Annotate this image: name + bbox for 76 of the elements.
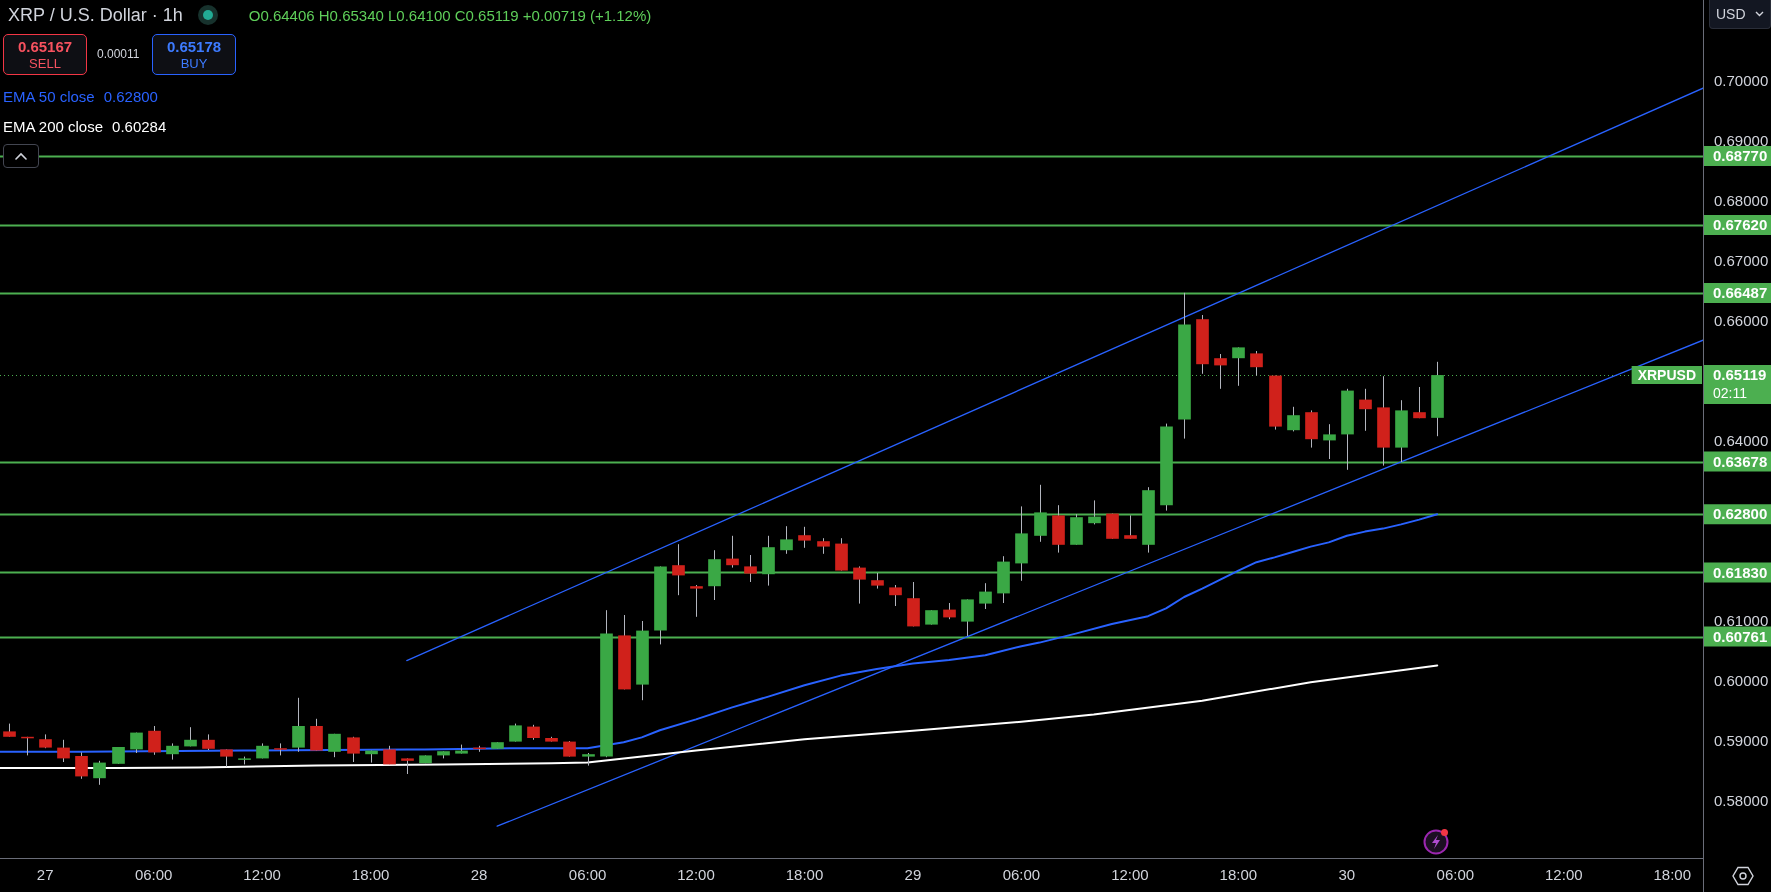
candlestick [1323, 423, 1336, 460]
x-tick-label: 18:00 [1653, 866, 1692, 884]
text: EMA 200 close [3, 117, 104, 135]
candlestick [853, 565, 866, 605]
x-tick-label: 27 [36, 866, 54, 884]
y-tick-label: 0.68000 [1714, 192, 1769, 210]
x-tick-label: 06:00 [134, 866, 173, 884]
x-tick-label: 12:00 [1545, 866, 1583, 884]
candlestick [780, 525, 793, 555]
x-tick-label: 06:00 [568, 866, 607, 884]
candlestick [726, 535, 739, 569]
x-tick-label: 06:00 [1436, 866, 1475, 884]
candlestick [93, 760, 106, 786]
x-tick-label: 28 [470, 866, 488, 884]
x-tick-label: 18:00 [1219, 866, 1258, 884]
ref-line-label: 0.68770 [1713, 147, 1768, 165]
candlestick [1232, 346, 1245, 387]
candlestick [75, 751, 88, 780]
x-tick-label: 30 [1338, 866, 1356, 884]
candlestick [1124, 514, 1137, 540]
candlestick [690, 584, 703, 618]
annotation: SELL [29, 54, 61, 72]
y-tick-label: 0.59000 [1714, 732, 1769, 750]
x-tick-label: 18:00 [785, 866, 824, 884]
ref-line-label: 0.61830 [1713, 563, 1768, 581]
ref-line-label: 0.67620 [1713, 216, 1768, 234]
candlestick [798, 526, 811, 549]
buy-button: 0.65178 BUY [152, 34, 236, 75]
x-tick-label: 12:00 [1111, 866, 1149, 884]
text: O0.64406 H0.65340 L0.64100 C0.65119 +0.00719 (+1.12%) [248, 6, 652, 24]
y-tick-label: 0.61000 [1714, 612, 1769, 630]
annotation: 0.00011 [97, 47, 140, 61]
y-tick-label: 0.70000 [1714, 72, 1769, 90]
candlestick [347, 736, 360, 763]
x-tick-label: 12:00 [243, 866, 281, 884]
text: EMA 50 close [3, 87, 95, 105]
candlestick [148, 725, 161, 756]
candlestick [744, 554, 757, 583]
sell-button: 0.65167 SELL [3, 34, 87, 75]
chart-title: XRP / U.S. Dollar · 1h [8, 4, 183, 26]
ref-line-label: 0.63678 [1713, 452, 1768, 470]
text: 02:11 [1713, 384, 1748, 401]
candlestick [979, 582, 992, 610]
annotation: XRPUSD [1637, 366, 1697, 383]
y-tick-label: 0.69000 [1714, 132, 1769, 150]
x-tick-label: 12:00 [677, 866, 715, 884]
y-tick-label: 0.66000 [1714, 312, 1769, 330]
candlestick [1287, 406, 1300, 432]
annotation: 0.62800 [103, 87, 158, 105]
annotation: 0.65178 [166, 37, 222, 55]
y-tick-label: 0.67000 [1714, 252, 1769, 270]
candlestick [961, 598, 974, 637]
ref-line-label: 0.65119 [1713, 366, 1767, 384]
x-tick-label: 29 [904, 866, 922, 884]
currency-dropdown: USD [1709, 0, 1771, 29]
y-tick-label: 0.58000 [1714, 792, 1769, 810]
annotation: BUY [180, 54, 208, 72]
candlestick [57, 739, 70, 763]
candlestick [1088, 499, 1101, 525]
ref-line-label: 0.66487 [1713, 284, 1768, 302]
x-tick-label: 06:00 [1002, 866, 1041, 884]
y-tick-label: 0.60000 [1714, 672, 1769, 690]
candlestick [672, 543, 685, 596]
candlestick [292, 697, 305, 753]
candlestick [1413, 386, 1426, 419]
ref-line-label: 0.62800 [1713, 505, 1768, 523]
candlestick [1250, 350, 1263, 377]
annotation: 0.60284 [112, 117, 167, 135]
candlestick [889, 584, 902, 607]
x-tick-label: 18:00 [351, 866, 390, 884]
y-tick-label: 0.64000 [1714, 432, 1769, 450]
candlestick [1034, 484, 1047, 543]
ref-line-label: 0.60761 [1713, 627, 1768, 645]
candlestick [1359, 388, 1372, 432]
candlestick [1214, 353, 1227, 390]
annotation: 0.65167 [17, 37, 73, 55]
